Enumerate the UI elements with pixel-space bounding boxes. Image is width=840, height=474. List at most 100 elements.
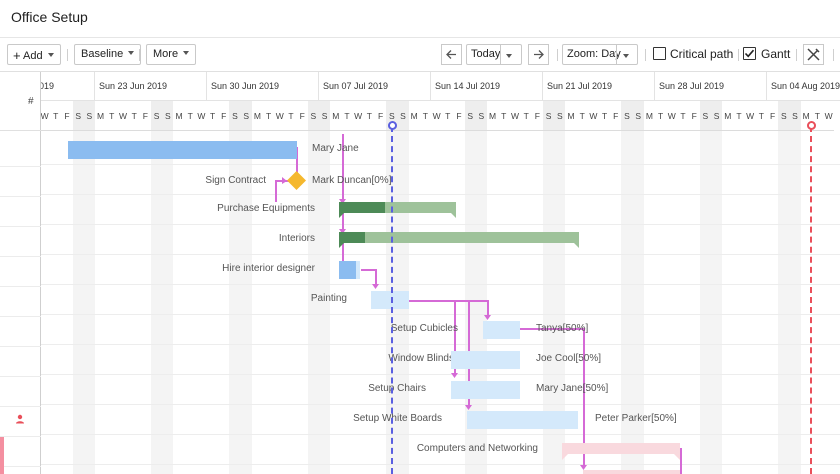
summary-bar[interactable] [339,202,456,213]
week-header: Sun 04 Aug 2019 [767,72,840,101]
person-icon[interactable] [15,414,25,424]
grid-row-divider [0,406,41,407]
task-bar[interactable] [68,141,297,159]
plus-icon: + [13,48,21,63]
day-header: T [442,101,454,131]
chevron-down-icon[interactable] [623,54,629,58]
dependency-link[interactable] [409,300,487,302]
day-header: S [778,101,790,131]
day-header: S [397,101,409,131]
dependency-link[interactable] [342,232,344,262]
baseline-button[interactable]: Baseline [74,44,142,65]
grid-row-divider [0,196,41,197]
chevron-down-icon [183,51,190,56]
day-header: W [117,101,129,131]
day-header: T [520,101,532,131]
day-header: W [509,101,521,131]
grid-row-divider [0,256,41,257]
resource-label: Mary Jane[50%] [536,383,609,394]
weekend-column [307,131,331,474]
grid-header-divider [0,130,41,131]
dependency-link[interactable] [520,328,583,330]
chevron-down-icon[interactable] [506,54,512,58]
link-arrow [339,229,346,234]
task-label: Interiors [278,233,315,244]
dependency-link[interactable] [342,134,344,202]
critical-path-checkbox[interactable] [653,47,666,60]
link-arrow [451,373,458,378]
chevron-down-icon [128,51,135,56]
deadline-marker-line [810,126,812,474]
summary-bar[interactable] [562,443,680,454]
day-header: T [263,101,275,131]
task-bar[interactable] [451,381,520,399]
more-button[interactable]: More [146,44,197,65]
today-button[interactable]: Today [466,44,522,65]
day-header: M [643,101,655,131]
dependency-link[interactable] [680,448,682,474]
day-header: T [576,101,588,131]
task-label: Setup Chairs [368,383,426,394]
task-bar[interactable] [371,291,409,309]
task-bar[interactable] [483,321,520,339]
day-header: S [475,101,487,131]
chart-row-divider [41,374,840,375]
task-bar[interactable] [339,261,356,279]
critical-path-label: Critical path [670,47,734,61]
day-header: T [419,101,431,131]
dependency-link[interactable] [342,202,344,232]
today-marker-handle[interactable] [388,121,397,130]
link-arrowheads [282,177,587,470]
zoom-select-label: Zoom: Day [567,48,621,60]
task-label: Sign Contract [205,175,266,186]
task-label: Window Blinds [388,353,454,364]
dependency-link[interactable] [361,269,375,271]
critical-row-marker [0,437,4,474]
chart-row-divider [41,254,840,255]
day-header: S [789,101,801,131]
link-arrow [339,199,346,204]
chart-row-divider [41,344,840,345]
day-header: M [408,101,420,131]
day-header: S [307,101,319,131]
weekend-column [72,131,95,474]
task-bar-remaining [356,261,360,279]
dependency-link[interactable] [583,328,585,468]
task-bar[interactable] [467,411,578,429]
deadline-marker-handle[interactable] [807,121,816,130]
dependency-link[interactable] [375,269,377,287]
dependency-link[interactable] [275,180,277,202]
arrow-left-icon [446,50,456,59]
settings-button[interactable] [803,44,824,65]
toolbar: + Add Baseline More Today Zoom: Day [0,38,840,72]
task-label: Purchase Equipments [217,203,315,214]
day-header: S [162,101,174,131]
today-split [500,45,501,64]
summary-ends [339,242,579,248]
dependency-link[interactable] [296,147,298,180]
day-header: F [767,101,779,131]
day-header: S [543,101,555,131]
summary-bar[interactable] [339,232,579,243]
grid-row-divider [0,376,41,377]
link-arrow [282,177,287,184]
zoom-select[interactable]: Zoom: Day [562,44,638,65]
summary-ends [562,454,680,460]
gantt-checkbox[interactable] [743,47,756,60]
task-bar[interactable] [451,351,520,369]
milestone-diamond[interactable] [286,170,307,191]
task-bar[interactable] [583,470,680,474]
dependency-link[interactable] [487,300,489,318]
tools-icon [807,48,820,61]
day-header: W [744,101,756,131]
weekend-column [229,131,252,474]
previous-button[interactable] [441,44,462,65]
dependency-link[interactable] [275,180,277,182]
chart-row-divider [41,284,840,285]
day-header: T [128,101,140,131]
dependency-link[interactable] [454,300,456,376]
chart-row-divider [41,464,840,465]
add-button[interactable]: + Add [7,44,61,65]
next-button[interactable] [528,44,549,65]
zoom-split [616,45,617,64]
